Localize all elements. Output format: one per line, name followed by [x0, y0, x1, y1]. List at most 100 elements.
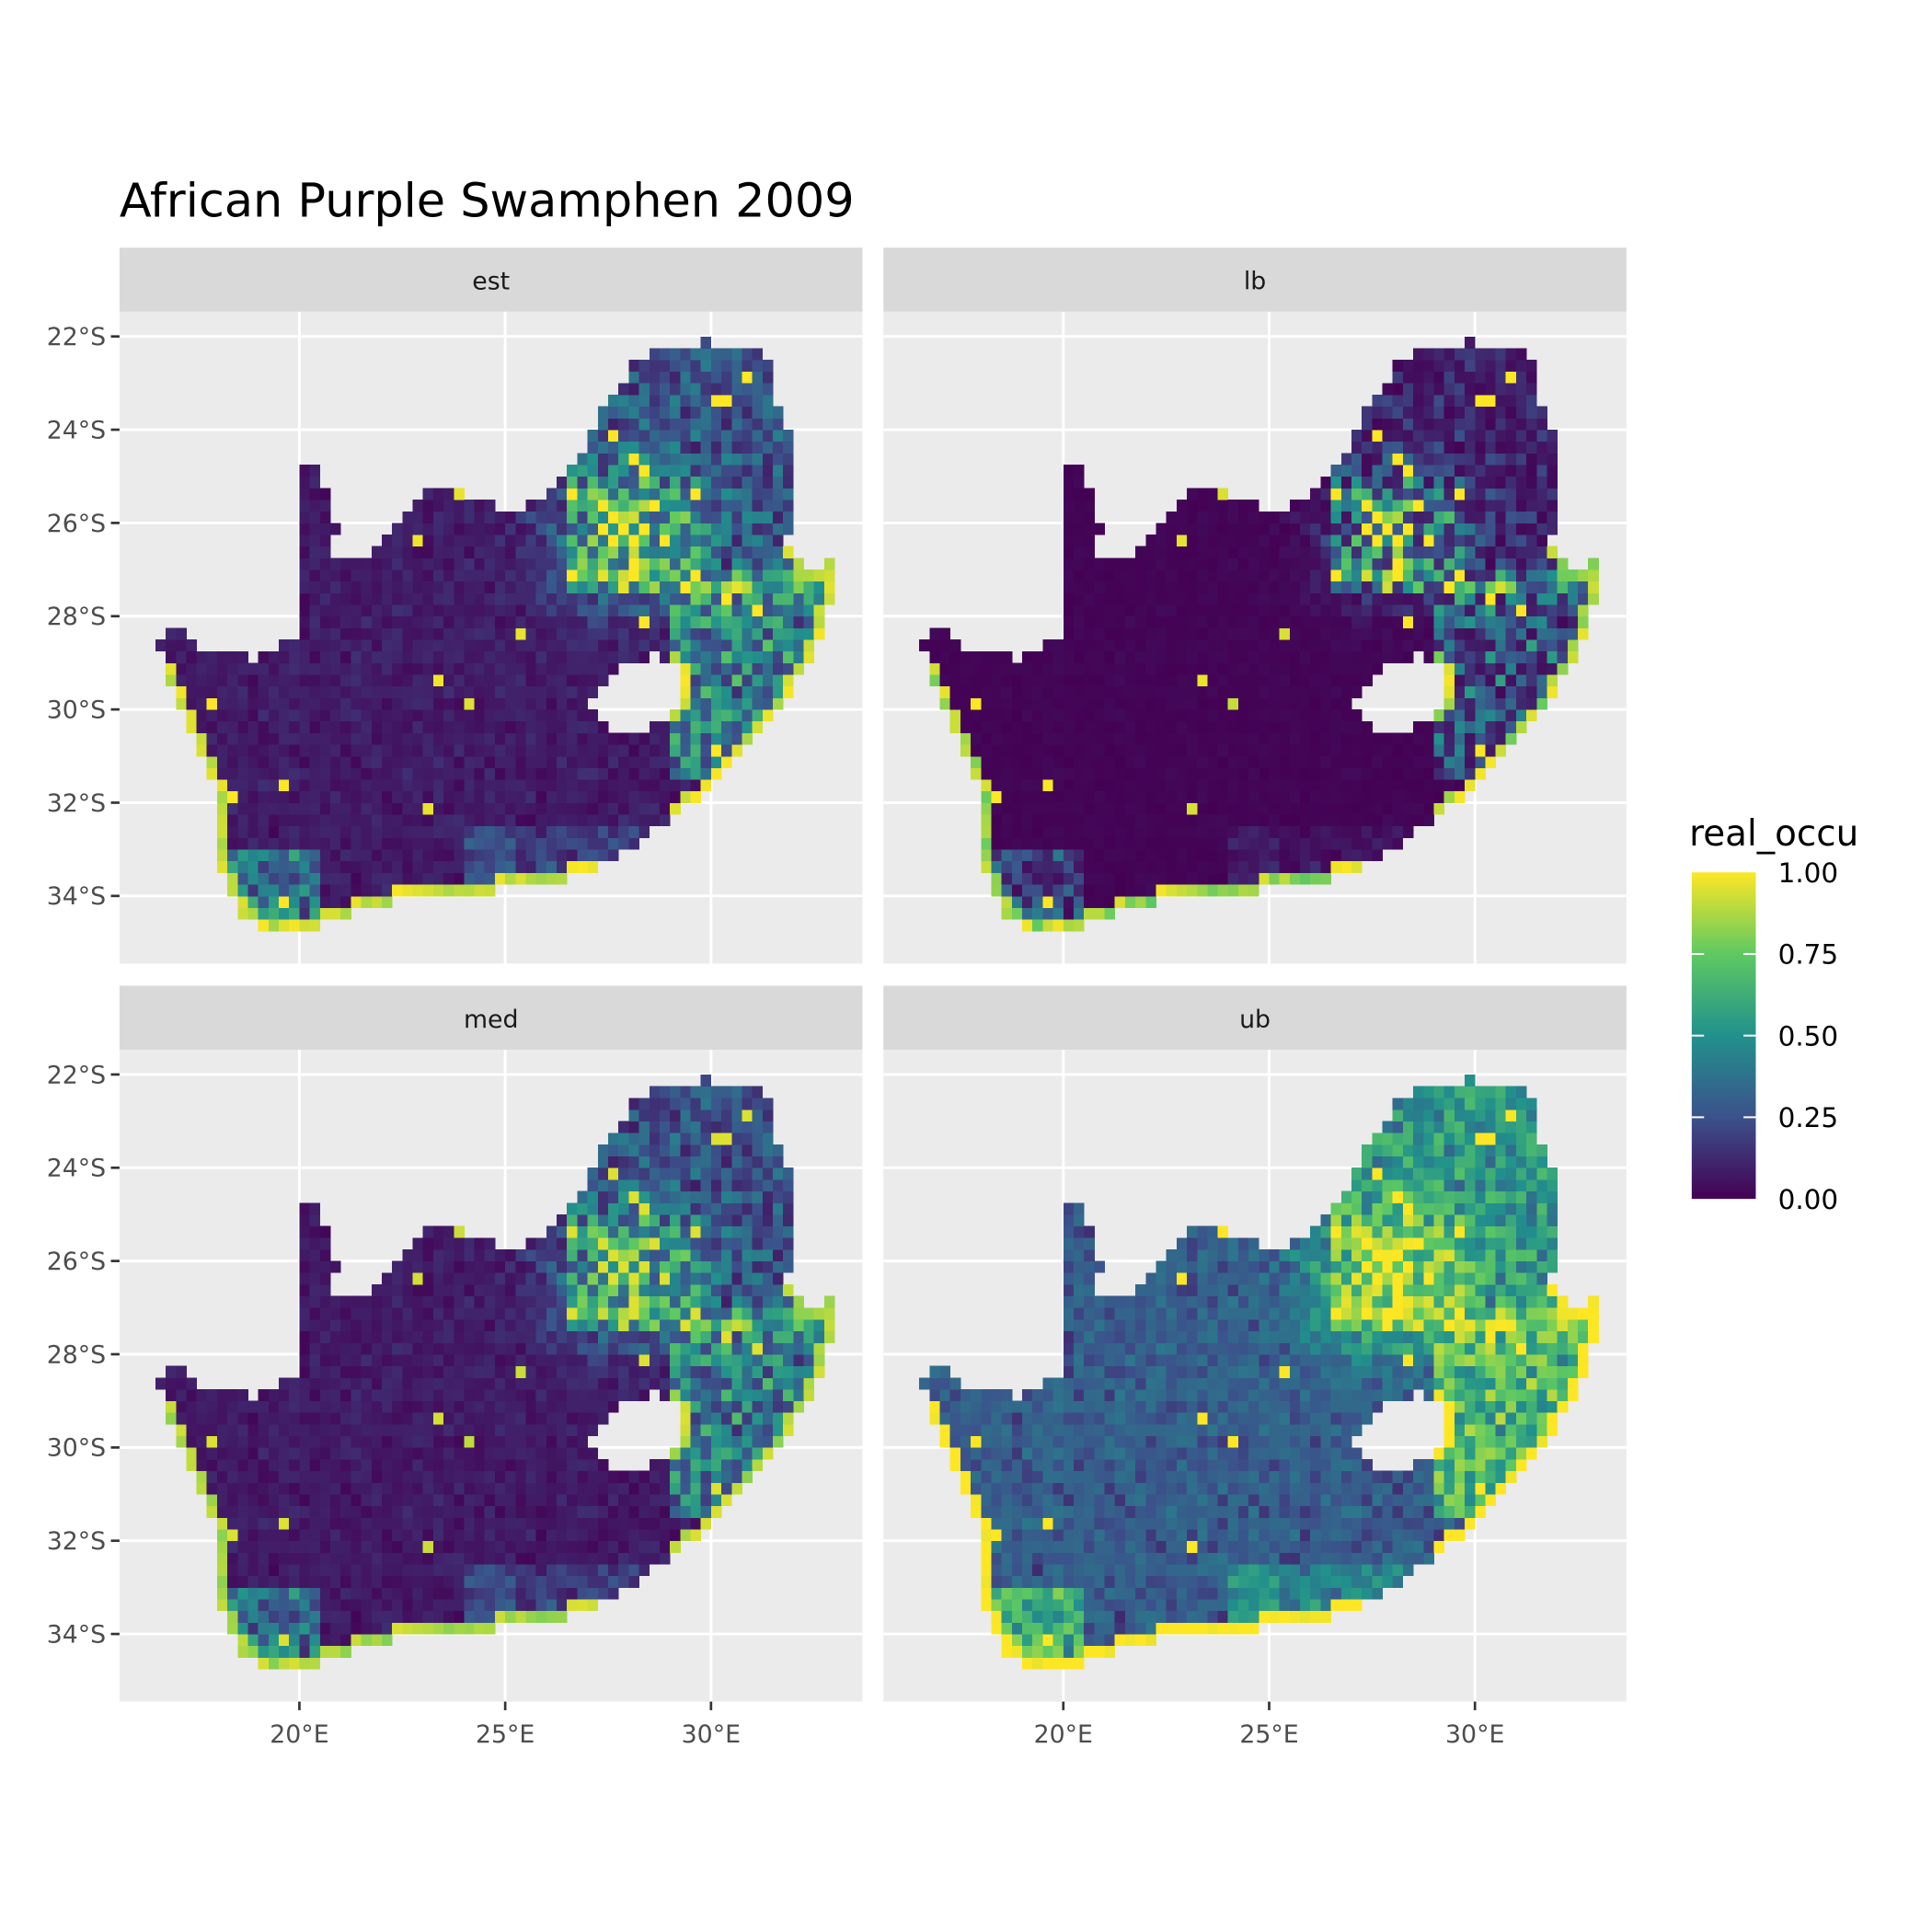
raster-cell: [422, 1458, 434, 1472]
raster-cell: [484, 1517, 496, 1530]
raster-cell: [1248, 650, 1259, 663]
raster-cell: [1372, 558, 1383, 570]
raster-cell: [1320, 500, 1332, 512]
raster-cell: [567, 523, 578, 535]
raster-cell: [1465, 581, 1476, 593]
raster-cell: [412, 1272, 424, 1285]
raster-cell: [227, 755, 238, 768]
raster-cell: [392, 546, 403, 558]
raster-cell: [1505, 465, 1517, 477]
raster-cell: [1413, 395, 1424, 408]
raster-cell: [1485, 627, 1496, 640]
raster-cell: [309, 1587, 321, 1600]
raster-cell: [1269, 581, 1281, 593]
raster-cell: [1362, 814, 1373, 827]
raster-cell: [299, 1424, 311, 1437]
raster-cell: [649, 779, 661, 792]
raster-cell: [329, 884, 341, 897]
raster-cell: [494, 1540, 506, 1553]
raster-cell: [1124, 685, 1136, 698]
raster-cell: [319, 569, 331, 582]
raster-cell: [535, 825, 547, 838]
raster-cell: [474, 1283, 486, 1297]
raster-cell: [1433, 732, 1445, 745]
raster-cell: [464, 1505, 475, 1518]
raster-cell: [1382, 802, 1394, 815]
raster-cell: [618, 627, 629, 640]
raster-cell: [803, 650, 815, 663]
raster-cell: [443, 849, 454, 862]
raster-cell: [1104, 755, 1116, 768]
raster-cell: [742, 662, 753, 675]
raster-cell: [1259, 790, 1270, 803]
raster-cell: [422, 1435, 434, 1448]
raster-cell: [1433, 395, 1445, 408]
raster-cell: [1237, 511, 1249, 523]
raster-cell: [1145, 790, 1156, 803]
raster-cell: [1340, 709, 1352, 722]
raster-cell: [1217, 488, 1229, 500]
raster-cell: [1402, 406, 1414, 419]
raster-cell: [299, 1249, 311, 1262]
raster-cell: [454, 1435, 465, 1448]
raster-cell: [680, 581, 691, 593]
raster-cell: [299, 546, 311, 558]
raster-cell: [1423, 744, 1434, 757]
raster-cell: [546, 802, 558, 815]
raster-cell: [1310, 639, 1321, 652]
raster-cell: [1011, 837, 1023, 850]
raster-cell: [1485, 662, 1496, 675]
raster-cell: [515, 639, 526, 652]
raster-cell: [412, 1575, 424, 1588]
raster-cell: [361, 1529, 373, 1542]
raster-cell: [196, 1482, 208, 1495]
raster-cell: [731, 348, 742, 361]
raster-cell: [680, 348, 691, 361]
raster-cell: [454, 500, 465, 512]
raster-cell: [1330, 546, 1342, 558]
raster-cell: [981, 755, 992, 768]
raster-cell: [700, 523, 712, 535]
raster-cell: [773, 650, 784, 663]
raster-cell: [535, 1412, 547, 1425]
raster-cell: [597, 720, 609, 733]
raster-cell: [454, 1447, 465, 1460]
raster-cell: [464, 1494, 475, 1507]
raster-cell: [474, 1505, 486, 1518]
raster-cell: [268, 1610, 280, 1623]
raster-cell: [1372, 395, 1383, 408]
raster-cell: [577, 465, 589, 477]
raster-cell: [670, 569, 681, 582]
raster-cell: [412, 1389, 424, 1402]
raster-cell: [752, 360, 764, 373]
raster-cell: [680, 465, 691, 477]
raster-cell: [340, 1412, 351, 1425]
raster-cell: [319, 744, 331, 757]
raster-cell: [1495, 720, 1507, 733]
raster-cell: [535, 744, 547, 757]
raster-cell: [1032, 697, 1043, 710]
raster-cell: [577, 476, 589, 489]
raster-cell: [607, 767, 619, 780]
raster-cell: [1310, 523, 1321, 535]
raster-cell: [1588, 581, 1599, 593]
raster-cell: [525, 860, 537, 873]
raster-cell: [1547, 592, 1558, 605]
raster-cell: [1104, 732, 1116, 745]
raster-cell: [1022, 662, 1033, 675]
raster-cell: [742, 627, 753, 640]
raster-cell: [546, 1249, 558, 1262]
raster-cell: [422, 500, 434, 512]
raster-cell: [731, 674, 742, 687]
raster-cell: [557, 1295, 568, 1308]
raster-cell: [1505, 500, 1517, 512]
raster-cell: [1124, 604, 1136, 617]
raster-cell: [567, 1202, 578, 1215]
raster-cell: [670, 802, 681, 815]
raster-cell: [649, 558, 661, 570]
raster-cell: [392, 1295, 403, 1308]
raster-cell: [597, 615, 609, 628]
raster-cell: [1063, 465, 1075, 477]
raster-cell: [329, 1389, 341, 1402]
raster-cell: [546, 1237, 558, 1250]
